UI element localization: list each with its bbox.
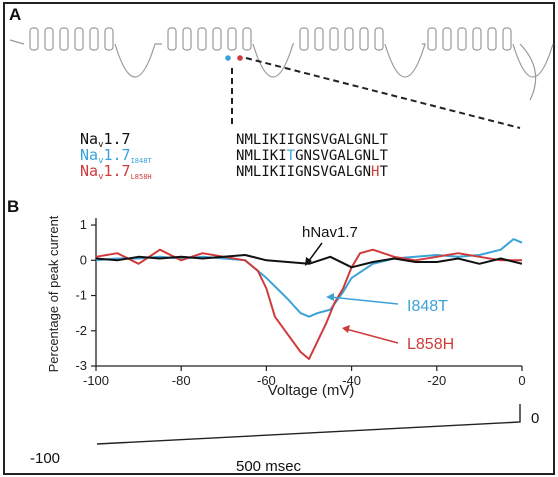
transmembrane-helix [197,27,207,51]
panel-b-label: B [7,197,19,216]
y-tick-label: -3 [75,358,87,373]
variant-sequence: NMLIKIIGNSVGALGNHT [236,164,388,180]
c-terminus [519,43,537,101]
variant-sequence: NMLIKIIGNSVGALGNLT [236,132,388,148]
x-tick-label: 0 [518,373,525,388]
transmembrane-helix [59,27,69,51]
figure-border [3,2,555,475]
transmembrane-helix [242,27,252,51]
transmembrane-helix [44,27,54,51]
transmembrane-helix [89,27,99,51]
x-axis-label: Voltage (mV) [268,382,355,399]
annotation-hnav17-arrow [307,242,323,263]
x-tick-label: -20 [427,373,446,388]
transmembrane-helix [487,27,497,51]
annotation-hnav17-arrowhead [305,257,312,266]
transmembrane-helix [329,27,339,51]
annotation-l858h-arrow [345,328,399,344]
i848t-site-marker [225,55,231,61]
x-tick-label: -100 [83,373,109,388]
sequence-alignment: Nav1.7 NMLIKIIGNSVGALGNLT Nav1.7I848T NMLIK… [80,130,388,182]
zoom-line-right [245,57,521,129]
x-tick-label: -80 [172,373,191,388]
x-tick-label: -40 [342,373,361,388]
transmembrane-helix [457,27,467,51]
transmembrane-helix [167,27,177,51]
transmembrane-helix [299,27,309,51]
transmembrane-helix [344,27,354,51]
annotation-hnav17: hNav1.7 [302,224,358,241]
transmembrane-helix [227,27,237,51]
transmembrane-helix [314,27,324,51]
transmembrane-helix [472,27,482,51]
variant-name: Nav1.7L858H [80,162,152,182]
y-tick-label: -2 [75,323,87,338]
y-tick-label: -1 [75,288,87,303]
y-axis-label: Percentage of peak current [46,215,61,372]
series-line-hnav17 [95,254,523,269]
variant-name: Nav1.7I848T [80,146,152,166]
transmembrane-helix [502,27,512,51]
y-tick-label: 0 [80,252,87,267]
panel-a-label: A [9,5,21,24]
x-tick-label: -60 [257,373,276,388]
current-voltage-chart: 1 0 -1 -2 -3-100 -80 -60 -40 -20 0 [75,217,525,388]
y-tick-label: 1 [80,217,87,232]
annotation-l858h-arrowhead [342,325,350,333]
annotation-i848t-arrowhead [326,293,334,301]
channel-topology-diagram [9,27,554,101]
l858h-site-marker [237,55,243,61]
annotation-l858h: L858H [407,336,454,353]
intracellular-loops [9,39,554,78]
ramp-start-label: -100 [30,450,60,467]
transmembrane-helix [374,27,384,51]
variant-sequence: NMLIKITGNSVGALGNLT [236,148,388,164]
series-line-i848t [95,238,523,318]
transmembrane-helix [182,27,192,51]
transmembrane-helix [359,27,369,51]
ramp-duration-label: 500 msec [236,458,302,475]
transmembrane-helix [427,27,437,51]
transmembrane-helix [104,27,114,51]
variant-name: Nav1.7 [80,130,131,150]
transmembrane-helix [29,27,39,51]
transmembrane-helix [212,27,222,51]
series-line-l858h [95,248,522,360]
ramp-end-label: 0 [531,410,539,427]
annotation-i848t-arrow [329,296,399,305]
annotation-i848t: I848T [407,298,448,315]
ramp-protocol-trace [96,404,521,445]
transmembrane-helix [74,27,84,51]
transmembrane-helix [442,27,452,51]
